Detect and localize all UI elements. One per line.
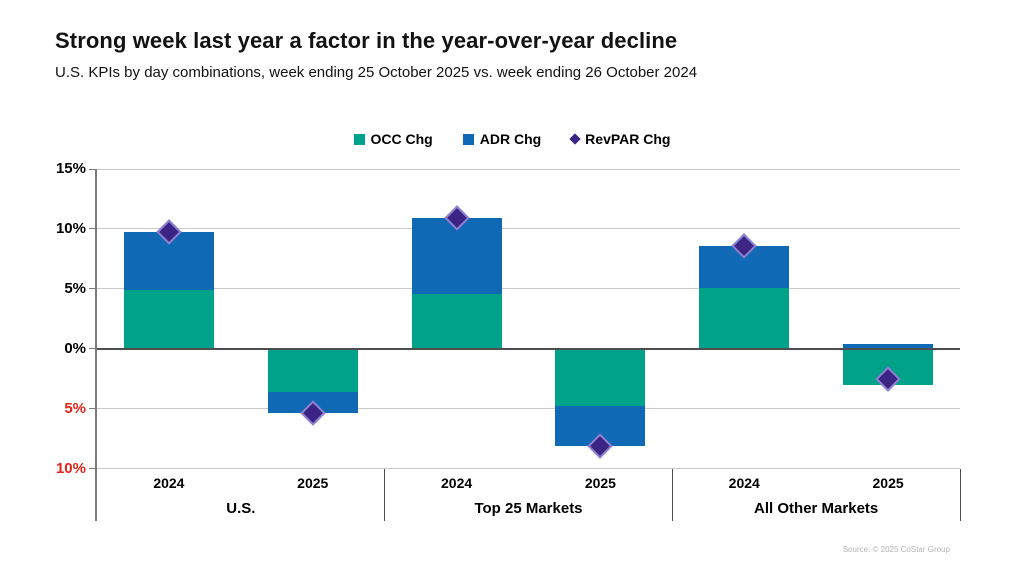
bar-segment-adr [843, 343, 934, 349]
y-axis-label: 0% [64, 339, 86, 357]
x-year-label: 2025 [872, 475, 904, 491]
legend-label: RevPAR Chg [585, 131, 671, 147]
x-group-label: U.S. [226, 500, 256, 517]
x-group-label: All Other Markets [754, 500, 879, 517]
y-axis-line [95, 169, 97, 521]
y-tick-mark [89, 288, 97, 290]
y-tick-mark [89, 408, 97, 410]
y-tick-mark [89, 228, 97, 230]
y-axis-label: 15% [55, 160, 86, 177]
y-tick-mark [89, 348, 97, 350]
gridline [97, 408, 960, 410]
chart-title: Strong week last year a factor in the ye… [55, 28, 678, 53]
x-group-label: Top 25 Markets [474, 500, 583, 517]
bar-segment-occ [411, 293, 502, 349]
bar-segment-occ [267, 348, 358, 392]
square-marker-icon [462, 133, 474, 145]
y-tick-mark [89, 168, 97, 170]
x-year-label: 2024 [153, 475, 185, 491]
gridline [97, 288, 960, 290]
gridline [97, 228, 960, 230]
zero-line [97, 347, 960, 350]
square-marker-icon [353, 133, 365, 145]
legend-item: RevPAR Chg [569, 131, 671, 147]
x-year-label: 2025 [584, 475, 616, 491]
legend-label: ADR Chg [479, 131, 542, 147]
legend-item: OCC Chg [353, 131, 433, 147]
gridline [97, 468, 960, 469]
category-separator [671, 468, 673, 521]
x-year-label: 2024 [441, 475, 473, 491]
y-axis-label: 5% [64, 399, 86, 417]
category-separator [384, 468, 386, 521]
y-axis-label: 10% [55, 219, 86, 237]
x-year-label: 2024 [728, 475, 760, 491]
legend-label: OCC Chg [370, 131, 433, 147]
gridline [97, 168, 960, 170]
y-axis-label: 5% [64, 279, 86, 297]
bar-segment-occ [699, 287, 790, 349]
y-tick-mark [89, 468, 97, 469]
source-note: Source: © 2025 CoStar Group [842, 545, 950, 554]
legend-item: ADR Chg [462, 131, 542, 147]
bar-segment-occ [123, 289, 214, 349]
y-axis-label: 10% [55, 459, 86, 477]
x-year-label: 2025 [297, 475, 329, 491]
chart-legend: OCC Chg ADR Chg RevPAR Chg [0, 131, 1024, 147]
category-separator [959, 468, 961, 521]
chart-subtitle: U.S. KPIs by day combinations, week endi… [55, 64, 698, 81]
bar-segment-occ [555, 348, 646, 407]
